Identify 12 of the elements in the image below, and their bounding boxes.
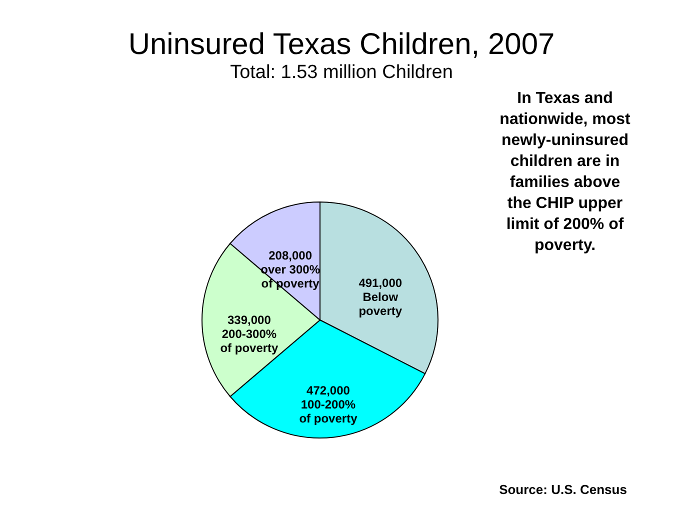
data-label: 208,000 — [268, 248, 312, 263]
text: In Texas and nationwide, most newly-uninsured children are in families above the CHIP upper limit of 200% of poverty. — [500, 90, 632, 254]
slice-label: 100-200% of poverty — [299, 397, 358, 426]
slice-label: over 300% of poverty — [260, 262, 320, 291]
data-label: 472,000 — [306, 383, 350, 398]
chart-subtitle: Total: 1.53 million Children — [230, 62, 453, 83]
slice-label: 200-300% of poverty — [220, 327, 279, 355]
data-label: 339,000 — [228, 313, 272, 327]
data-label: 491,000 — [358, 276, 402, 290]
source-note: Source: U.S. Census — [499, 482, 627, 497]
chart-title: Uninsured Texas Children, 2007 — [128, 28, 555, 61]
slice-label: Below poverty — [358, 290, 402, 318]
